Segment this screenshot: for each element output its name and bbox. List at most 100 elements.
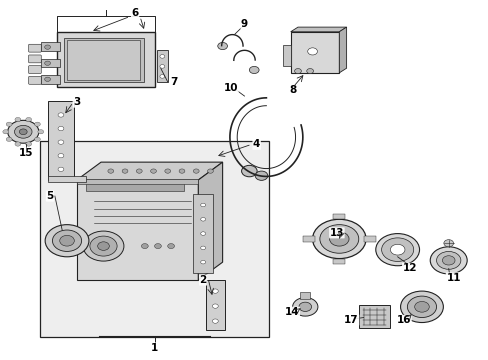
Circle shape (164, 169, 170, 173)
Circle shape (381, 238, 413, 261)
FancyBboxPatch shape (77, 179, 198, 184)
Polygon shape (339, 27, 346, 73)
Circle shape (407, 296, 436, 318)
FancyBboxPatch shape (333, 258, 345, 264)
Circle shape (150, 169, 156, 173)
Circle shape (167, 244, 174, 249)
Circle shape (38, 130, 43, 134)
Circle shape (58, 113, 64, 117)
Circle shape (26, 117, 32, 122)
FancyBboxPatch shape (358, 305, 389, 328)
Circle shape (26, 142, 32, 146)
Circle shape (429, 247, 466, 274)
Circle shape (35, 122, 41, 126)
FancyBboxPatch shape (283, 45, 290, 66)
Text: 12: 12 (402, 263, 416, 273)
Circle shape (15, 125, 32, 138)
Text: 8: 8 (289, 85, 296, 95)
Circle shape (15, 142, 20, 146)
Circle shape (98, 242, 109, 250)
FancyBboxPatch shape (29, 76, 41, 84)
Circle shape (319, 225, 358, 253)
Circle shape (160, 75, 164, 78)
Circle shape (60, 235, 74, 246)
Circle shape (136, 169, 142, 173)
Circle shape (292, 297, 317, 316)
FancyBboxPatch shape (300, 292, 309, 299)
Circle shape (212, 319, 218, 323)
Circle shape (436, 251, 460, 269)
Circle shape (8, 120, 39, 143)
Text: 13: 13 (329, 228, 344, 238)
Circle shape (44, 77, 50, 81)
Circle shape (45, 225, 89, 257)
FancyBboxPatch shape (40, 141, 268, 337)
FancyBboxPatch shape (29, 44, 41, 52)
Circle shape (442, 256, 454, 265)
Circle shape (154, 244, 161, 249)
Circle shape (3, 130, 9, 134)
Circle shape (58, 140, 64, 144)
Circle shape (312, 219, 366, 258)
Circle shape (20, 129, 27, 135)
Circle shape (201, 246, 205, 249)
Circle shape (201, 203, 205, 207)
Text: 3: 3 (73, 97, 80, 107)
Circle shape (141, 244, 148, 249)
Text: 7: 7 (170, 77, 177, 87)
Circle shape (207, 169, 213, 173)
FancyBboxPatch shape (29, 66, 41, 73)
FancyBboxPatch shape (86, 182, 183, 191)
FancyBboxPatch shape (41, 75, 60, 84)
Circle shape (179, 169, 184, 173)
Text: 17: 17 (344, 315, 358, 325)
FancyBboxPatch shape (47, 102, 74, 180)
Circle shape (193, 169, 199, 173)
Text: 14: 14 (284, 307, 299, 317)
Circle shape (15, 117, 20, 122)
Circle shape (294, 68, 301, 73)
FancyBboxPatch shape (205, 280, 224, 330)
Text: 2: 2 (199, 275, 206, 285)
FancyBboxPatch shape (333, 213, 345, 219)
Text: 6: 6 (131, 8, 139, 18)
Circle shape (307, 48, 317, 55)
Circle shape (212, 304, 218, 308)
Polygon shape (198, 162, 222, 280)
Circle shape (201, 217, 205, 221)
Circle shape (329, 232, 348, 246)
FancyBboxPatch shape (157, 50, 167, 82)
Circle shape (6, 122, 12, 126)
Circle shape (58, 126, 64, 131)
FancyBboxPatch shape (41, 42, 60, 51)
Circle shape (58, 167, 64, 171)
Circle shape (241, 165, 257, 177)
Circle shape (375, 234, 419, 266)
Text: 4: 4 (252, 139, 260, 149)
Circle shape (52, 230, 81, 251)
Circle shape (298, 302, 311, 311)
Text: 9: 9 (241, 19, 247, 29)
Circle shape (108, 169, 114, 173)
Circle shape (414, 301, 428, 312)
Polygon shape (77, 162, 222, 180)
FancyBboxPatch shape (77, 180, 198, 280)
Text: 5: 5 (46, 191, 54, 201)
Circle shape (6, 137, 12, 141)
FancyBboxPatch shape (29, 55, 41, 63)
Circle shape (35, 137, 41, 141)
Circle shape (201, 232, 205, 235)
Text: 10: 10 (223, 83, 238, 93)
FancyBboxPatch shape (66, 40, 140, 80)
FancyBboxPatch shape (57, 32, 154, 87)
Circle shape (389, 244, 404, 255)
Circle shape (306, 68, 313, 73)
Circle shape (400, 291, 443, 323)
FancyBboxPatch shape (47, 176, 86, 182)
FancyBboxPatch shape (364, 236, 375, 242)
FancyBboxPatch shape (290, 32, 339, 73)
Polygon shape (290, 27, 346, 32)
Circle shape (201, 260, 205, 264)
Circle shape (255, 171, 267, 180)
Circle shape (44, 45, 50, 49)
